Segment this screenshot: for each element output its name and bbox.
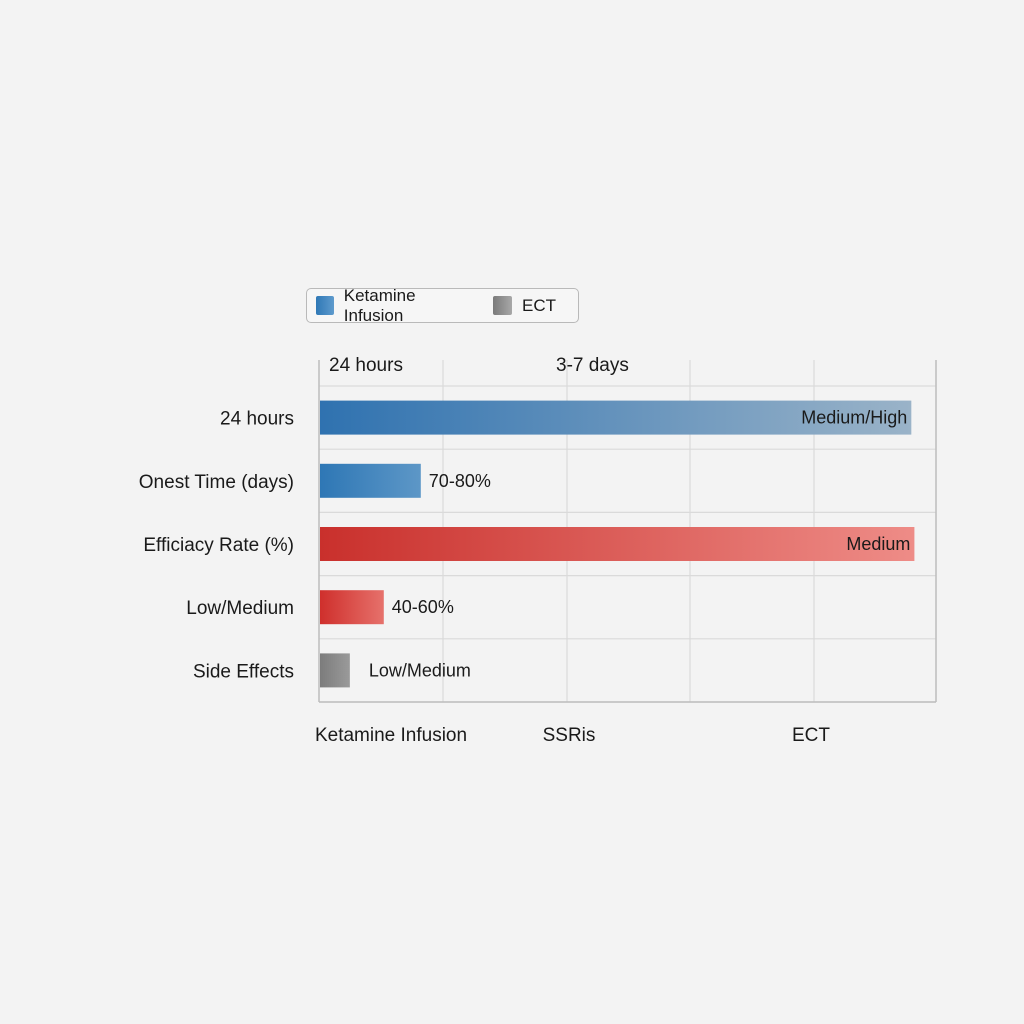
- bar: [320, 527, 915, 561]
- legend-label-ect: ECT: [522, 295, 556, 315]
- bottom-tick-label: ECT: [792, 725, 830, 746]
- category-label: 24 hours: [220, 409, 294, 430]
- bottom-tick-label: Ketamine Infusion: [315, 725, 467, 746]
- bar: [320, 400, 912, 435]
- category-label: Side Effects: [193, 661, 294, 682]
- bar-data-label: Medium: [846, 534, 910, 554]
- bar-data-label: 70-80%: [429, 471, 491, 491]
- legend-swatch-ketamine: [316, 296, 334, 315]
- legend-item-ketamine: Ketamine Infusion: [316, 286, 471, 326]
- bar-data-label: Low/Medium: [369, 660, 471, 680]
- legend-swatch-ect: [493, 296, 512, 315]
- bar-data-label: 40-60%: [392, 597, 454, 617]
- legend-item-ect: ECT: [493, 296, 556, 316]
- bar-data-label: Medium/High: [801, 408, 907, 428]
- category-label: Low/Medium: [186, 598, 294, 619]
- chart-legend: Ketamine Infusion ECT: [306, 286, 579, 326]
- category-label: Efficiacy Rate (%): [143, 535, 294, 556]
- bar: [320, 653, 350, 688]
- top-tick-label: 3-7 days: [556, 355, 629, 376]
- bottom-tick-label: SSRis: [543, 725, 596, 746]
- bar: [320, 463, 421, 498]
- top-tick-label: 24 hours: [329, 355, 403, 376]
- bar: [320, 590, 384, 625]
- category-label: Onest Time (days): [139, 472, 294, 493]
- legend-label-ketamine: Ketamine Infusion: [343, 285, 416, 325]
